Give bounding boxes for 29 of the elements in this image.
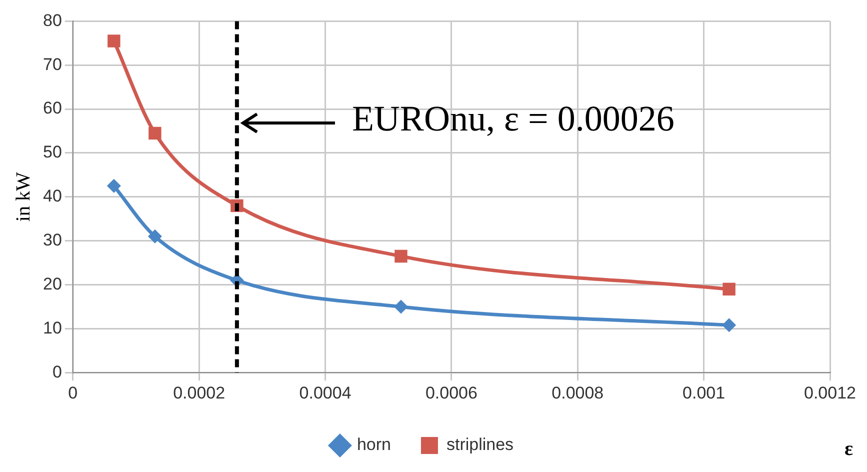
point (722, 282, 736, 296)
y-tick-label: 0 (52, 362, 62, 382)
x-tick-label: 0.0006 (425, 383, 478, 402)
x-tick-label: 0.0004 (299, 383, 352, 402)
x-tick-label: 0.0008 (552, 383, 604, 402)
point (394, 300, 408, 314)
y-tick-label: 10 (42, 318, 62, 338)
y-tick-label: 70 (42, 54, 62, 74)
x-tick-label: 0.0012 (804, 383, 856, 402)
point (722, 318, 736, 332)
y-tick-label: 80 (42, 10, 62, 30)
y-tick-label: 50 (42, 142, 62, 162)
y-tick-label: 30 (42, 230, 62, 250)
y-tick-label: 40 (42, 186, 62, 206)
point (148, 126, 162, 140)
y-axis-title: in kW (12, 172, 34, 222)
legend-label: horn (356, 435, 391, 454)
x-tick-label: 0.0002 (173, 383, 226, 402)
point (106, 178, 121, 193)
point (148, 229, 162, 244)
y-tick-label: 60 (42, 98, 62, 118)
legend-label: striplines (446, 435, 514, 454)
point (394, 250, 408, 263)
x-tick-label: 0.001 (682, 383, 726, 402)
point (108, 34, 120, 48)
ref-line-label: EUROnu, ε = 0.00026 (352, 98, 674, 139)
x-axis-title: ε (844, 438, 854, 460)
y-tick-label: 20 (42, 274, 62, 294)
x-tick-label: 0 (68, 383, 78, 402)
